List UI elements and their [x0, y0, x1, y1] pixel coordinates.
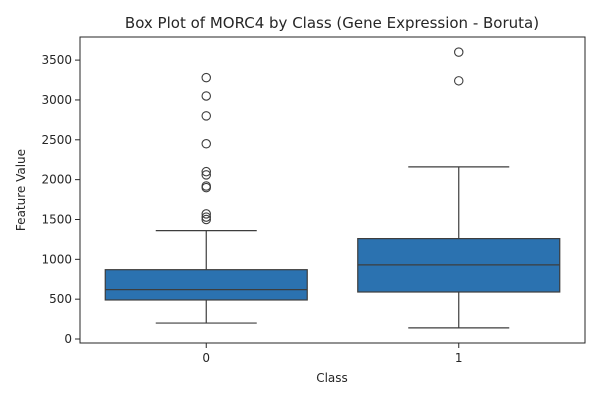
- outlier-point: [201, 212, 212, 222]
- y-tick-label: 2500: [41, 133, 72, 147]
- x-axis-title: Class: [316, 371, 348, 385]
- plot-area: 0 500 1000 1500 2000 2500 3000 3500 0 1: [41, 36, 586, 365]
- x-tick-label: 1: [455, 351, 463, 365]
- y-tick-label: 1500: [41, 212, 72, 226]
- outlier-point: [201, 72, 212, 83]
- y-tick-label: 3000: [41, 93, 72, 107]
- x-tick-label: 0: [202, 351, 210, 365]
- outlier-point: [201, 166, 212, 177]
- y-tick-label: 0: [64, 332, 72, 346]
- outlier-point: [201, 181, 212, 191]
- outlier-point: [201, 91, 212, 101]
- outlier-point: [201, 214, 212, 225]
- y-tick-label: 500: [49, 292, 72, 306]
- outlier-point: [201, 170, 212, 180]
- outlier-point: [201, 209, 212, 219]
- y-axis-title: Feature Value: [14, 149, 28, 231]
- y-tick-label: 1000: [41, 252, 72, 266]
- iqr-box: [104, 269, 308, 301]
- y-tick-label: 3500: [41, 53, 72, 67]
- chart-title: Box Plot of MORC4 by Class (Gene Express…: [125, 14, 539, 32]
- outlier-point: [453, 76, 464, 86]
- outlier-point: [201, 139, 212, 149]
- y-tick-label: 2000: [41, 173, 72, 187]
- plot-frame: [79, 36, 586, 344]
- outlier-point: [201, 111, 212, 121]
- outlier-point: [453, 47, 464, 57]
